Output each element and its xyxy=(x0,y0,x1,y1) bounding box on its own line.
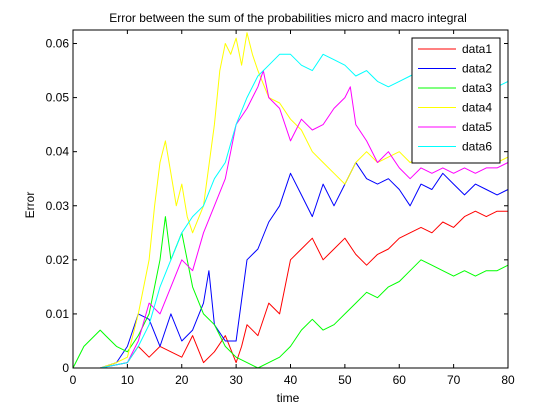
chart-title: Error between the sum of the probabiliti… xyxy=(109,11,467,25)
y-tick-label: 0.03 xyxy=(46,199,70,213)
legend-label-data6: data6 xyxy=(462,140,492,154)
legend-label-data2: data2 xyxy=(462,62,492,76)
series-line-data1 xyxy=(73,210,508,369)
y-tick-label: 0.06 xyxy=(46,37,70,51)
y-tick-label: 0 xyxy=(62,361,69,375)
legend-label-data1: data1 xyxy=(462,42,492,56)
y-axis-label: Error xyxy=(23,192,37,219)
x-tick-label: 50 xyxy=(338,373,352,387)
y-tick-label: 0.02 xyxy=(46,253,70,267)
x-tick-label: 30 xyxy=(229,373,243,387)
x-tick-label: 80 xyxy=(501,373,515,387)
series-line-data5 xyxy=(73,70,509,369)
y-tick-label: 0.01 xyxy=(46,307,70,321)
legend-label-data4: data4 xyxy=(462,101,492,115)
y-tick-label: 0.05 xyxy=(46,91,70,105)
x-tick-label: 40 xyxy=(284,373,298,387)
legend-label-data5: data5 xyxy=(462,120,492,134)
x-tick-label: 10 xyxy=(121,373,135,387)
x-tick-label: 60 xyxy=(393,373,407,387)
legend-label-data3: data3 xyxy=(462,81,492,95)
x-tick-label: 20 xyxy=(175,373,189,387)
series-line-data3 xyxy=(72,216,509,369)
x-tick-label: 70 xyxy=(447,373,461,387)
y-tick-label: 0.04 xyxy=(46,145,70,159)
series-line-data2 xyxy=(73,162,509,369)
x-tick-label: 0 xyxy=(70,373,77,387)
legend: data1 data2 data3 data4 data5 data6 xyxy=(411,37,501,164)
legend-box xyxy=(411,37,501,164)
x-axis-label: time xyxy=(277,391,300,405)
